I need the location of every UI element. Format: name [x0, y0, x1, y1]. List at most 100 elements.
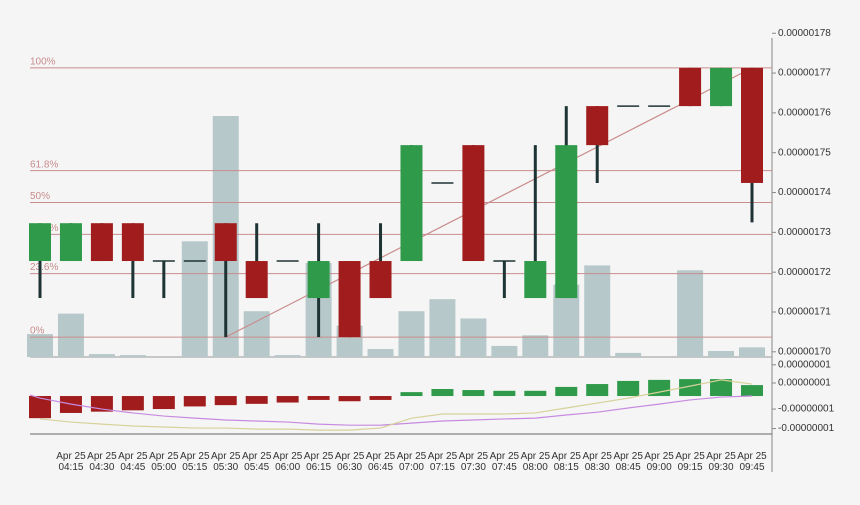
volume-bar: [57, 313, 84, 357]
candle-body: [555, 145, 578, 299]
volume-bar: [491, 345, 518, 357]
volume-bar: [398, 311, 425, 357]
macd-bar: [555, 386, 578, 397]
candle-body: [741, 67, 763, 183]
macd-bar: [400, 392, 423, 397]
x-tick-label: Apr 25 08:45: [613, 451, 643, 473]
candle-body: [586, 106, 609, 146]
fib-label: 0%: [30, 326, 45, 337]
fib-label: 23.6%: [30, 262, 58, 273]
y-tick-label: 0.00000001: [778, 359, 831, 370]
macd-bar: [214, 396, 237, 406]
volume-bar: [243, 311, 270, 357]
x-tick-label: Apr 25 07:00: [396, 451, 427, 473]
macd-bar: [648, 379, 671, 397]
macd-bar: [431, 388, 454, 397]
x-tick-label: Apr 25 07:15: [427, 451, 458, 473]
candle-body: [462, 145, 485, 262]
macd-bar: [121, 396, 144, 411]
volume-bar: [460, 318, 487, 357]
x-tick-label: Apr 25 05:15: [180, 451, 210, 473]
macd-start: [29, 394, 41, 399]
candle-body: [338, 261, 361, 338]
macd-bar: [462, 390, 485, 397]
macd-bar: [493, 390, 516, 397]
y-tick-label: 0.00000176: [778, 108, 831, 119]
x-tick-label: Apr 25 06:15: [303, 451, 334, 473]
y-tick-label: 0.00000171: [778, 307, 831, 318]
volume-bar: [27, 334, 53, 357]
fib-label: 50%: [30, 191, 50, 202]
y-tick-label: 0.00000178: [778, 28, 831, 39]
x-tick-label: Apr 25 05:45: [241, 451, 272, 473]
volume-bar: [708, 350, 735, 357]
x-tick-label: Apr 25 05:30: [211, 451, 241, 473]
candle-body: [679, 67, 702, 107]
volume-bar: [274, 355, 301, 357]
macd-line: [39, 379, 753, 431]
volume-bar: [181, 241, 208, 357]
macd-bar: [710, 379, 733, 397]
y-tick-label: 0.00000173: [778, 227, 831, 238]
x-tick-label: Apr 25 09:45: [737, 451, 767, 473]
candle-body: [307, 261, 330, 299]
candle-body: [400, 145, 423, 262]
y-tick-label: 0.00000170: [778, 346, 831, 357]
macd-bar: [741, 385, 763, 397]
macd-bar: [307, 396, 330, 400]
candle-body: [29, 223, 51, 262]
macd-bar: [152, 396, 175, 410]
macd-bar: [276, 396, 299, 403]
volume-bar: [522, 335, 549, 357]
fib-label: 61.8%: [30, 159, 58, 170]
macd-bar: [29, 396, 51, 419]
x-tick-label: Apr 25 04:15: [56, 451, 86, 473]
x-tick-label: Apr 25 08:00: [520, 451, 551, 473]
x-tick-label: Apr 25 04:30: [87, 451, 117, 473]
macd-bar: [679, 379, 702, 397]
macd-bar: [245, 396, 268, 404]
candle-body: [710, 67, 733, 107]
y-tick-label: 0.00000001: [778, 378, 831, 389]
candle-body: [369, 261, 392, 299]
y-tick-label: 0.00000174: [778, 187, 831, 198]
x-tick-label: Apr 25 05:00: [149, 451, 179, 473]
y-tick-label: -0.00000001: [778, 423, 835, 434]
macd-bar: [617, 380, 640, 397]
x-tick-label: Apr 25 09:30: [706, 451, 736, 473]
candle-body: [59, 223, 82, 262]
x-tick-label: Apr 25 07:45: [489, 451, 520, 473]
volume-bar: [584, 265, 611, 357]
x-tick-label: Apr 25 06:45: [365, 451, 396, 473]
y-tick-label: 0.00000175: [778, 147, 831, 158]
x-tick-label: Apr 25 06:30: [334, 451, 365, 473]
macd-line: [39, 395, 753, 426]
macd-bar: [369, 396, 392, 400]
volume-bar: [677, 270, 704, 357]
candle-body: [245, 261, 268, 299]
macd-bar: [586, 384, 609, 397]
macd-bar: [338, 396, 361, 402]
volume-bar: [429, 299, 456, 357]
candle-body: [90, 223, 113, 262]
x-tick-label: Apr 25 06:00: [272, 451, 303, 473]
y-tick-label: 0.00000177: [778, 68, 831, 79]
candle-body: [214, 223, 237, 262]
volume-bar: [367, 349, 394, 357]
macd-bar: [183, 396, 206, 407]
volume-bar: [615, 352, 642, 357]
y-tick-label: 0.00000172: [778, 267, 831, 278]
x-tick-label: Apr 25 08:15: [551, 451, 581, 473]
candle-body: [524, 261, 547, 299]
x-tick-label: Apr 25 08:30: [582, 451, 612, 473]
x-tick-label: Apr 25 09:15: [675, 451, 705, 473]
x-tick-label: Apr 25 09:00: [644, 451, 674, 473]
fib-label: 100%: [30, 57, 56, 68]
candle-body: [121, 223, 144, 262]
volume-bar: [88, 354, 115, 357]
volume-bar: [739, 347, 765, 357]
macd-bar: [524, 390, 547, 397]
x-tick-label: Apr 25 04:45: [118, 451, 148, 473]
